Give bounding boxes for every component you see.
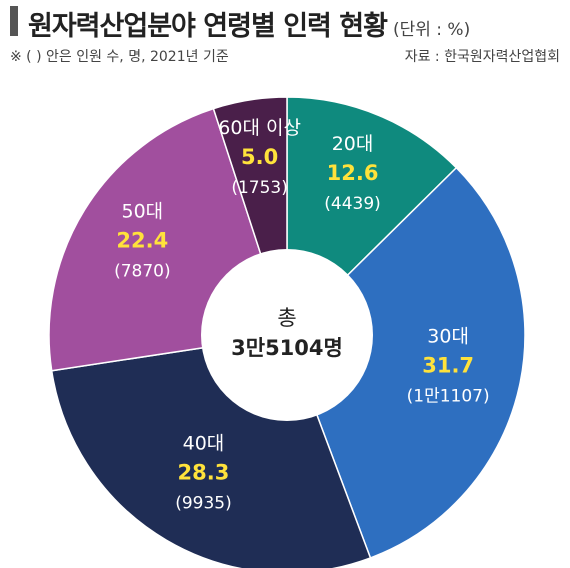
- label-value-60plus: 5.0: [241, 145, 278, 169]
- label-value-50s: 22.4: [116, 229, 168, 253]
- center-total: 3만5104명: [231, 336, 343, 360]
- footnote: ※ ( ) 안은 인원 수, 명, 2021년 기준: [10, 49, 229, 65]
- label-count-20s: (4439): [324, 194, 381, 214]
- label-name-20s: 20대: [332, 133, 374, 155]
- label-name-50s: 50대: [121, 201, 163, 223]
- label-value-20s: 12.6: [327, 161, 379, 185]
- labels-group: 20대 12.6 (4439) 30대 31.7 (1만1107) 40대 28.3 (9935…: [114, 117, 490, 513]
- label-value-30s: 31.7: [422, 353, 474, 377]
- label-name-30s: 30대: [427, 325, 469, 347]
- donut-hole: [201, 249, 373, 421]
- label-count-60plus: (1753): [231, 178, 288, 198]
- label-value-40s: 28.3: [178, 460, 230, 484]
- label-count-40s: (9935): [175, 493, 232, 513]
- label-count-50s: (7870): [114, 262, 171, 282]
- chart-title: 원자력산업분야 연령별 인력 현황 (단위 : %): [28, 4, 470, 43]
- slice-30s: [286, 166, 526, 559]
- title-accent-bar: [10, 6, 18, 36]
- center-label: 총: [277, 306, 296, 330]
- label-count-30s: (1만1107): [407, 386, 490, 406]
- label-name-40s: 40대: [183, 432, 225, 454]
- chart-title-text: 원자력산업분야 연령별 인력 현황: [28, 11, 388, 42]
- unit-label: (단위 : %): [392, 20, 471, 40]
- label-name-60plus: 60대 이상: [218, 117, 301, 139]
- source-credit: 자료 : 한국원자력산업협회: [404, 49, 560, 65]
